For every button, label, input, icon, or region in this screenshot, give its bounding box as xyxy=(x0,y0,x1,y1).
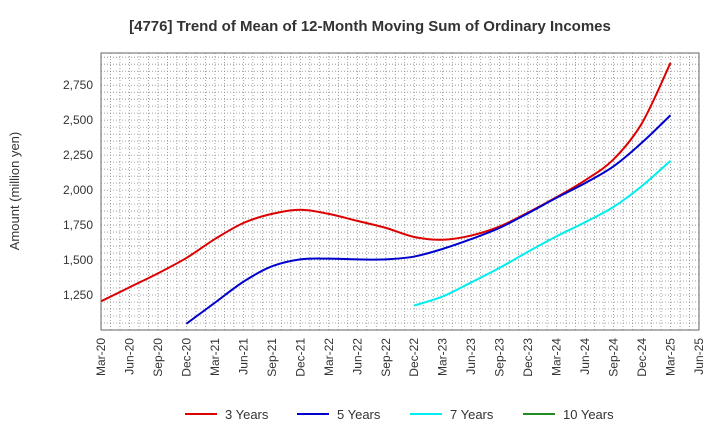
plot-frame xyxy=(100,52,700,331)
legend-label-7-years: 7 Years xyxy=(450,407,494,422)
x-tick-label: Mar-21 xyxy=(208,338,222,376)
y-tick-label: 1,750 xyxy=(63,218,93,232)
x-tick-label: Mar-23 xyxy=(436,338,450,376)
series-line-3-years xyxy=(100,62,672,303)
y-tick-label: 1,500 xyxy=(63,253,93,267)
x-tick-label: Dec-20 xyxy=(179,338,193,377)
x-tick-label: Dec-21 xyxy=(293,338,307,377)
grid-layer xyxy=(101,53,699,330)
series-line-5-years xyxy=(185,114,672,325)
series-line-7-years xyxy=(413,159,672,307)
x-tick-label: Jun-20 xyxy=(122,338,136,375)
x-tick-label: Mar-24 xyxy=(550,338,564,376)
chart-title: [4776] Trend of Mean of 12-Month Moving … xyxy=(129,18,611,35)
x-tick-label: Sep-20 xyxy=(151,338,165,377)
y-tick-label: 2,750 xyxy=(63,78,93,92)
x-tick-label: Sep-24 xyxy=(607,338,621,377)
legend: 3 Years 5 Years 7 Years 10 Years xyxy=(185,407,614,422)
x-tick-label: Dec-24 xyxy=(635,338,649,377)
y-tick-label: 2,000 xyxy=(63,183,93,197)
x-tick-label: Jun-22 xyxy=(350,338,364,375)
x-tick-label: Sep-21 xyxy=(265,338,279,377)
x-tick-label: Sep-22 xyxy=(379,338,393,377)
x-tick-label: Mar-20 xyxy=(94,338,108,376)
y-tick-labels: 1,250 1,500 1,750 2,000 2,250 2,500 2,750 xyxy=(63,78,93,302)
x-tick-labels: Mar-20 Jun-20 Sep-20 Dec-20 Mar-21 Jun-21 Sep-… xyxy=(94,338,706,377)
legend-label-5-years: 5 Years xyxy=(337,407,381,422)
legend-label-3-years: 3 Years xyxy=(225,407,269,422)
x-tick-label: Jun-21 xyxy=(236,338,250,375)
x-tick-label: Jun-24 xyxy=(578,338,592,375)
x-tick-label: Mar-25 xyxy=(664,338,678,376)
y-tick-label: 2,250 xyxy=(63,148,93,162)
x-tick-label: Jun-25 xyxy=(692,338,706,375)
x-tick-label: Dec-23 xyxy=(521,338,535,377)
x-tick-label: Sep-23 xyxy=(493,338,507,377)
legend-label-10-years: 10 Years xyxy=(563,407,614,422)
series-layer xyxy=(100,62,672,325)
y-axis-label: Amount (million yen) xyxy=(7,132,22,251)
x-tick-label: Jun-23 xyxy=(464,338,478,375)
x-tick-label: Dec-22 xyxy=(407,338,421,377)
y-tick-label: 2,500 xyxy=(63,113,93,127)
y-tick-label: 1,250 xyxy=(63,288,93,302)
x-tick-label: Mar-22 xyxy=(322,338,336,376)
